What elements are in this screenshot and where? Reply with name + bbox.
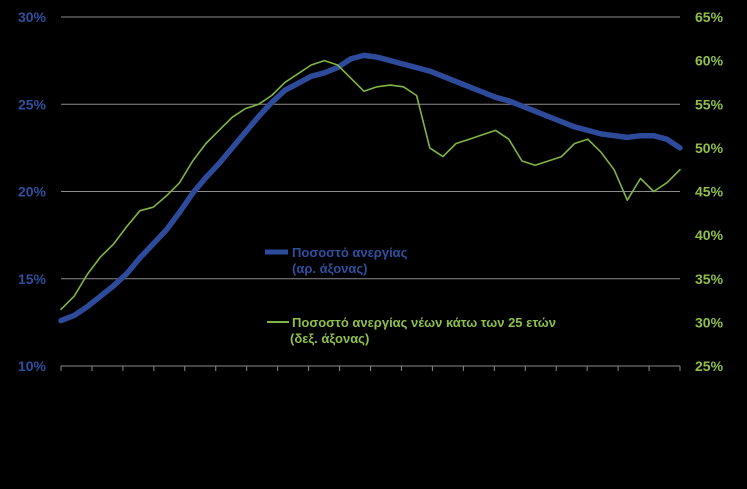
right-tick-label: 50% bbox=[695, 140, 724, 156]
x-axis bbox=[60, 365, 681, 371]
legend-label-youth-axis: (δεξ. άξονας) bbox=[290, 331, 369, 346]
right-tick-label: 35% bbox=[695, 271, 724, 287]
left-tick-label: 20% bbox=[18, 184, 47, 200]
right-tick-label: 45% bbox=[695, 184, 724, 200]
series-line-total bbox=[58, 52, 683, 324]
right-tick-label: 55% bbox=[695, 96, 724, 112]
left-tick-label: 15% bbox=[18, 271, 47, 287]
legend-label-total: Ποσοστό ανεργίας bbox=[292, 245, 408, 260]
left-tick-label: 30% bbox=[18, 9, 47, 25]
legend-label-total-axis: (αρ. άξονας) bbox=[292, 261, 367, 276]
gridlines bbox=[61, 16, 680, 280]
right-axis-ticks: 25% 30% 35% 40% 45% 50% 55% 60% 65% bbox=[695, 9, 724, 374]
right-tick-label: 30% bbox=[695, 314, 724, 330]
right-tick-label: 60% bbox=[695, 53, 724, 69]
right-tick-label: 65% bbox=[695, 9, 724, 25]
left-tick-label: 10% bbox=[18, 358, 47, 374]
legend: Ποσοστό ανεργίας (αρ. άξονας) Ποσοστό αν… bbox=[265, 245, 556, 346]
left-axis-ticks: 10% 15% 20% 25% 30% bbox=[18, 9, 47, 374]
series-lines bbox=[58, 52, 683, 324]
right-tick-label: 25% bbox=[695, 358, 724, 374]
series-line-youth bbox=[60, 59, 681, 311]
right-tick-label: 40% bbox=[695, 227, 724, 243]
left-tick-label: 25% bbox=[18, 96, 47, 112]
legend-label-youth: Ποσοστό ανεργίας νέων κάτω των 25 ετών bbox=[292, 315, 556, 330]
